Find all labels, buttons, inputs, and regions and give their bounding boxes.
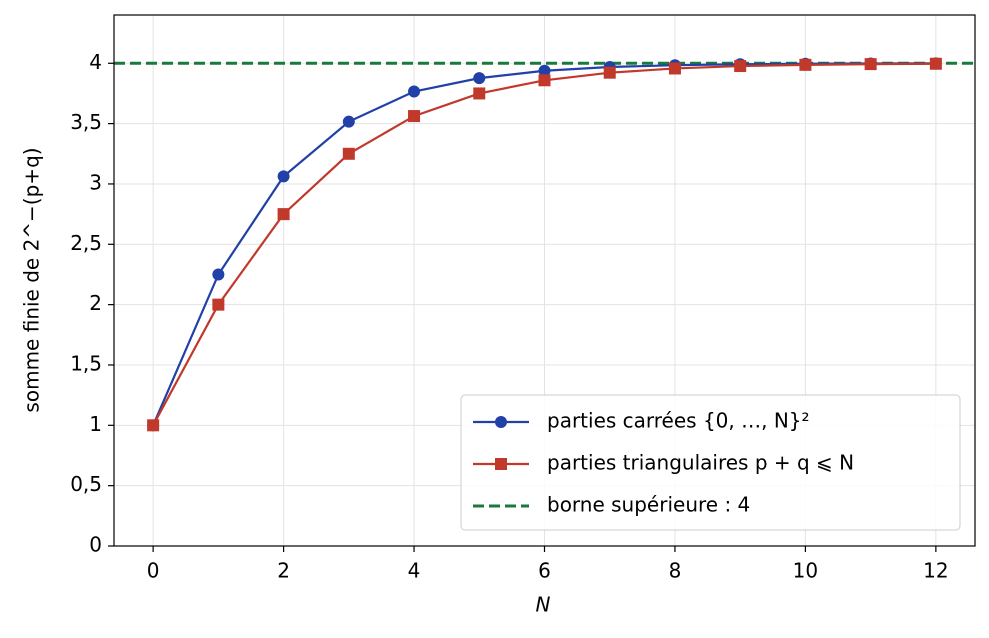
- data-point: [734, 60, 747, 73]
- y-tick-label: 0,5: [70, 472, 102, 496]
- data-point: [603, 66, 616, 79]
- data-point: [929, 57, 942, 70]
- y-axis-label: somme finie de 2^−(p+q): [20, 147, 44, 412]
- data-point: [342, 147, 355, 160]
- y-tick-label: 3: [89, 170, 102, 194]
- x-tick-label: 8: [669, 559, 682, 583]
- x-tick-label: 0: [147, 559, 160, 583]
- data-point: [408, 110, 421, 123]
- data-point: [473, 87, 486, 100]
- x-tick-label: 4: [408, 559, 421, 583]
- data-point: [864, 58, 877, 71]
- legend-marker: [495, 458, 507, 470]
- y-tick-label: 0: [89, 533, 102, 557]
- y-tick-label: 2: [89, 291, 102, 315]
- y-tick-label: 4: [89, 50, 102, 74]
- data-point: [473, 72, 486, 85]
- legend-label: parties triangulaires p + q ⩽ N: [547, 451, 854, 475]
- data-point: [277, 208, 290, 221]
- legend-label: borne supérieure : 4: [547, 493, 750, 517]
- x-tick-label: 6: [538, 559, 551, 583]
- legend-box: [460, 394, 961, 531]
- legend-label: parties carrées {0, …, N}²: [547, 409, 810, 433]
- x-tick-label: 10: [793, 559, 818, 583]
- data-point: [538, 74, 551, 87]
- y-tick-label: 2,5: [70, 231, 102, 255]
- data-point: [668, 62, 681, 75]
- y-tick-label: 1,5: [70, 351, 102, 375]
- data-point: [538, 64, 551, 77]
- data-point: [212, 298, 225, 311]
- data-point: [342, 115, 355, 128]
- plot-frame: [113, 14, 976, 547]
- data-point: [212, 268, 225, 281]
- data-point: [147, 419, 160, 432]
- data-point: [799, 58, 812, 71]
- y-tick-label: 1: [89, 412, 102, 436]
- y-tick-label: 3,5: [70, 110, 102, 134]
- x-tick-label: 2: [277, 559, 290, 583]
- x-axis-label: N: [536, 593, 551, 617]
- data-point: [408, 85, 421, 98]
- data-point: [277, 170, 290, 183]
- x-tick-label: 12: [923, 559, 948, 583]
- legend-marker: [495, 416, 507, 428]
